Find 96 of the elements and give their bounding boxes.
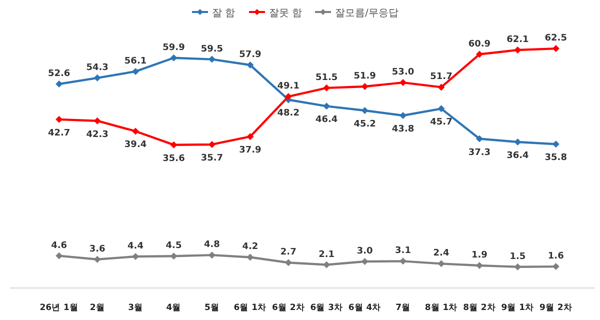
data-label: 59.5 xyxy=(200,44,224,54)
data-label: 3.0 xyxy=(356,246,373,257)
point xyxy=(208,56,216,63)
data-label: 51.7 xyxy=(430,72,452,82)
data-label: 4.4 xyxy=(128,242,144,252)
point xyxy=(246,62,254,69)
point xyxy=(514,46,522,54)
data-label: 46.4 xyxy=(316,115,338,126)
data-label: 35.8 xyxy=(544,153,567,164)
data-label: 2.4 xyxy=(433,248,450,259)
data-label: 57.9 xyxy=(239,50,262,60)
point xyxy=(552,140,560,148)
data-label: 43.8 xyxy=(392,124,414,134)
point xyxy=(400,112,407,119)
data-label: 2.7 xyxy=(280,248,296,258)
data-label: 62.5 xyxy=(544,34,567,44)
data-label: 3.6 xyxy=(89,244,106,254)
data-label: 37.3 xyxy=(468,148,491,158)
point xyxy=(246,254,254,261)
point xyxy=(170,252,178,260)
data-label: 49.1 xyxy=(277,82,300,92)
data-label: 4.6 xyxy=(51,240,68,251)
data-label: 39.4 xyxy=(124,140,147,150)
point xyxy=(284,259,292,266)
data-label: 52.6 xyxy=(48,68,70,79)
data-label: 53.0 xyxy=(392,68,414,78)
x-tick-label: 6월 2차 xyxy=(272,303,305,313)
point xyxy=(323,102,330,110)
point xyxy=(438,84,445,91)
point xyxy=(56,252,63,260)
data-label: 35.7 xyxy=(200,153,224,164)
legend-label: 잘못 함 xyxy=(269,8,302,19)
data-label: 59.9 xyxy=(162,42,185,53)
data-label: 1.5 xyxy=(510,252,526,262)
point xyxy=(400,79,407,86)
data-label: 51.9 xyxy=(354,71,376,82)
data-label: 45.7 xyxy=(430,118,452,128)
point xyxy=(400,258,407,265)
x-tick-label: 26년 1월 xyxy=(40,303,78,313)
data-label: 54.3 xyxy=(86,62,108,73)
point xyxy=(323,84,330,92)
point xyxy=(476,135,483,142)
point xyxy=(438,105,445,112)
point xyxy=(552,45,560,52)
point xyxy=(361,82,368,90)
point xyxy=(514,263,522,270)
data-label: 1.9 xyxy=(471,250,488,260)
data-label: 36.4 xyxy=(506,150,529,161)
point xyxy=(323,261,330,268)
point xyxy=(438,260,445,268)
point xyxy=(94,117,101,124)
x-tick-label: 2월 xyxy=(90,303,105,313)
data-label: 42.3 xyxy=(86,130,108,140)
data-label: 35.6 xyxy=(162,154,185,164)
point xyxy=(208,252,216,259)
x-tick-label: 9월 2차 xyxy=(539,303,572,313)
x-tick-label: 8월 2차 xyxy=(463,303,496,313)
x-tick-label: 3월 xyxy=(128,303,143,313)
data-label: 4.2 xyxy=(242,242,258,252)
legend-label: 잘 함 xyxy=(212,8,236,19)
x-tick-label: 6월 3차 xyxy=(310,303,344,313)
data-label: 4.8 xyxy=(204,240,220,250)
data-label: 51.5 xyxy=(316,72,338,83)
point xyxy=(170,141,178,148)
data-label: 62.1 xyxy=(506,34,529,45)
data-label: 37.9 xyxy=(239,146,262,156)
point xyxy=(94,74,101,82)
x-tick-label: 7월 xyxy=(396,303,410,313)
data-label: 1.6 xyxy=(548,252,564,262)
point xyxy=(514,138,522,146)
data-label: 45.2 xyxy=(354,119,376,130)
data-label: 3.1 xyxy=(395,246,412,256)
x-tick-label: 9월 1차 xyxy=(501,303,534,313)
point xyxy=(170,54,178,62)
point xyxy=(361,106,368,114)
x-tick-label: 6월 4차 xyxy=(348,303,382,313)
x-tick-label: 8월 1차 xyxy=(424,303,458,313)
data-label: 42.7 xyxy=(48,128,70,138)
point xyxy=(361,258,368,266)
data-label: 56.1 xyxy=(124,56,147,66)
point xyxy=(476,50,483,58)
point xyxy=(132,128,140,135)
point xyxy=(284,93,292,100)
data-label: 4.5 xyxy=(166,241,182,252)
data-label: 2.1 xyxy=(318,250,335,260)
point xyxy=(94,256,101,263)
point xyxy=(56,116,63,123)
x-tick-label: 4월 xyxy=(166,303,182,313)
point xyxy=(56,80,63,88)
x-tick-label: 6월 1차 xyxy=(234,303,267,313)
legend-label: 잘모름/무응답 xyxy=(335,8,398,19)
x-tick-label: 5월 xyxy=(204,303,220,313)
point xyxy=(132,68,140,75)
data-label: 48.2 xyxy=(277,108,300,119)
point xyxy=(246,133,254,140)
data-label: 60.9 xyxy=(468,39,491,50)
